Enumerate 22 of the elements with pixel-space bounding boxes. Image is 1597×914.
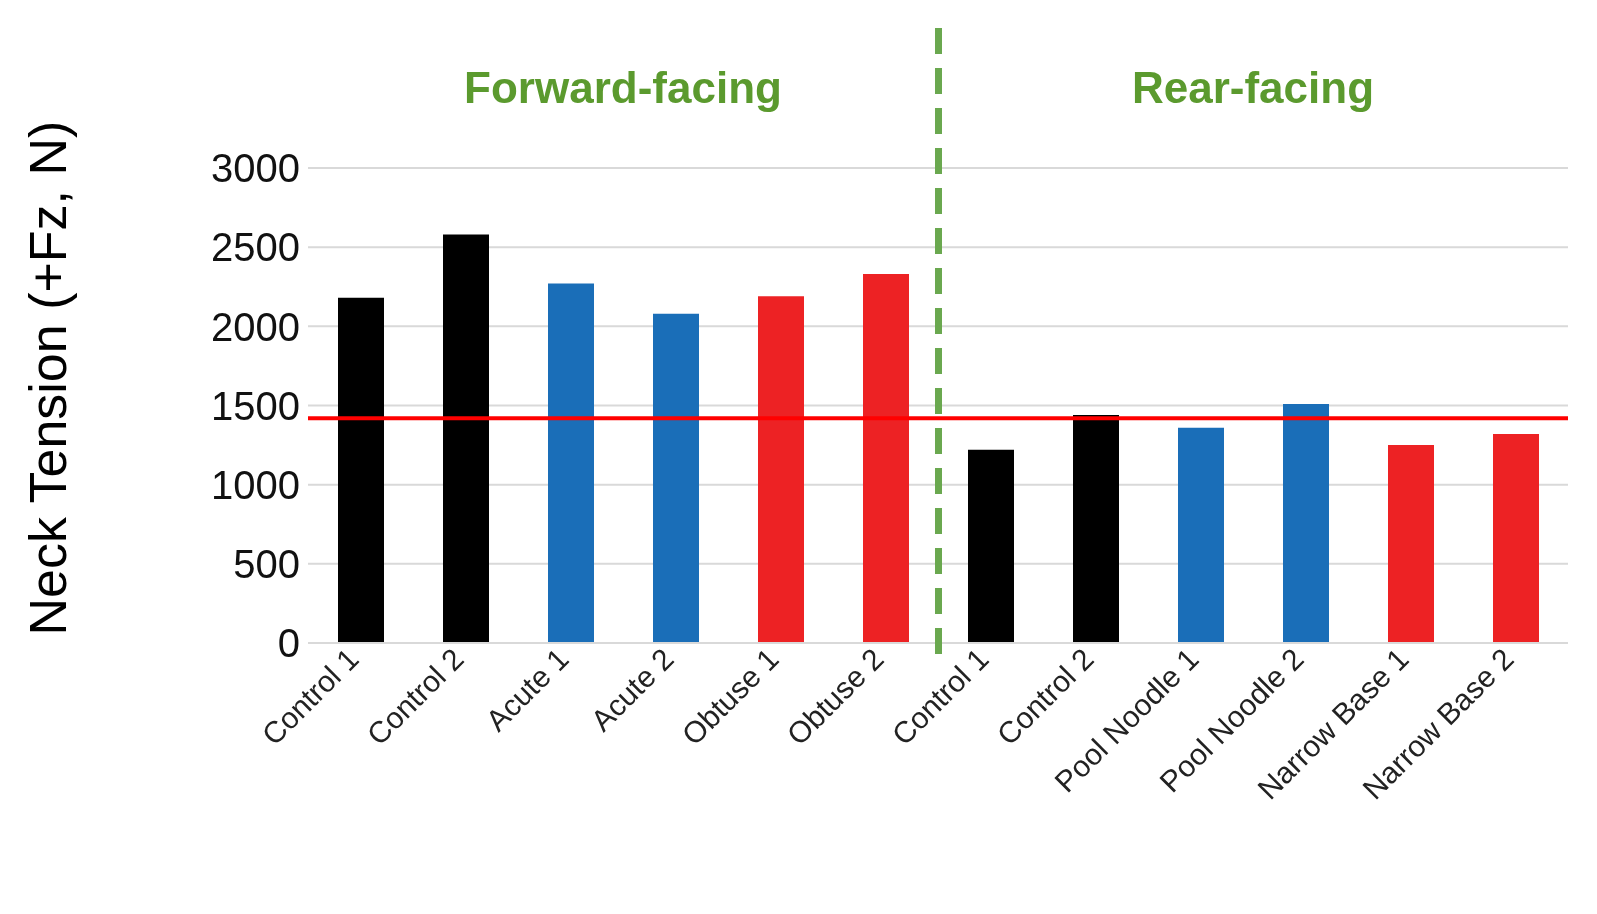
bar (758, 296, 804, 643)
bar (1493, 434, 1539, 643)
y-tick-label: 2500 (211, 225, 300, 270)
bar (338, 297, 384, 643)
y-tick-label: 2000 (211, 304, 300, 349)
bar (1388, 445, 1434, 643)
bar (548, 283, 594, 643)
y-axis-title: Neck Tension (+Fz, N) (19, 120, 78, 636)
y-tick-label: 1000 (211, 462, 300, 507)
y-tick-label: 0 (277, 621, 300, 666)
y-tick-label: 500 (233, 542, 300, 587)
bar (968, 449, 1014, 643)
text: Rear-facing (1131, 63, 1375, 112)
text: Forward-facing (464, 63, 782, 112)
bar (443, 234, 489, 643)
bar (1283, 403, 1329, 643)
bar (653, 313, 699, 643)
bar (1073, 415, 1119, 643)
y-tick-label: 3000 (211, 146, 300, 191)
y-tick-label: 1500 (211, 383, 300, 428)
bar (863, 274, 909, 643)
bar (1178, 427, 1224, 643)
